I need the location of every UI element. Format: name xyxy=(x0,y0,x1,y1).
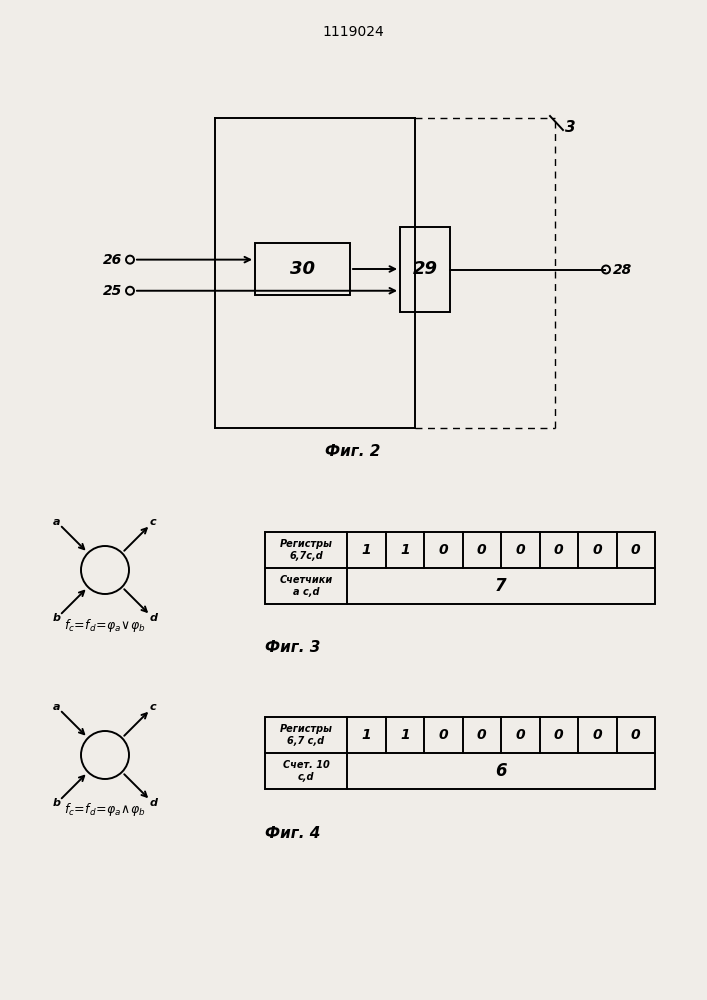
Text: 29: 29 xyxy=(412,260,438,278)
Text: Фиг. 4: Фиг. 4 xyxy=(265,826,320,840)
Text: b: b xyxy=(53,798,61,808)
Text: Регистры
6,7с,d: Регистры 6,7с,d xyxy=(279,539,332,561)
Text: 0: 0 xyxy=(554,543,563,557)
Text: 3: 3 xyxy=(565,120,575,135)
Text: 7: 7 xyxy=(495,577,507,595)
Text: $f_c\!=\!f_d\!=\!\varphi_a\!\vee\!\varphi_b$: $f_c\!=\!f_d\!=\!\varphi_a\!\vee\!\varph… xyxy=(64,616,146,634)
Text: 30: 30 xyxy=(290,260,315,278)
Text: $f_c\!=\!f_d\!=\!\varphi_a\!\wedge\!\varphi_b$: $f_c\!=\!f_d\!=\!\varphi_a\!\wedge\!\var… xyxy=(64,802,146,818)
Text: 0: 0 xyxy=(631,728,641,742)
Text: 0: 0 xyxy=(592,728,602,742)
Text: 0: 0 xyxy=(438,728,448,742)
Text: 0: 0 xyxy=(631,543,641,557)
Text: 0: 0 xyxy=(515,728,525,742)
Text: 0: 0 xyxy=(515,543,525,557)
Text: 0: 0 xyxy=(477,543,486,557)
Text: 1: 1 xyxy=(400,728,409,742)
Text: Фиг. 3: Фиг. 3 xyxy=(265,641,320,656)
Text: b: b xyxy=(53,613,61,623)
Text: 1: 1 xyxy=(361,728,371,742)
Text: a: a xyxy=(53,702,61,712)
Text: 1119024: 1119024 xyxy=(322,25,384,39)
Text: 0: 0 xyxy=(554,728,563,742)
Text: 28: 28 xyxy=(613,262,632,276)
Text: d: d xyxy=(149,798,157,808)
Text: d: d xyxy=(149,613,157,623)
Text: a: a xyxy=(53,517,61,527)
Text: 1: 1 xyxy=(361,543,371,557)
Text: 0: 0 xyxy=(592,543,602,557)
Text: 1: 1 xyxy=(400,543,409,557)
Bar xyxy=(400,227,450,312)
Text: Счет. 10
с,d: Счет. 10 с,d xyxy=(283,760,329,782)
Text: Счетчики
а с,d: Счетчики а с,d xyxy=(279,575,332,597)
Text: 6: 6 xyxy=(495,762,507,780)
Bar xyxy=(265,717,655,789)
Text: 25: 25 xyxy=(103,284,122,298)
Bar xyxy=(255,243,350,295)
Text: Фиг. 2: Фиг. 2 xyxy=(325,444,380,460)
Text: 0: 0 xyxy=(477,728,486,742)
Text: c: c xyxy=(150,517,156,527)
Text: Регистры
6,7 с,d: Регистры 6,7 с,d xyxy=(279,724,332,746)
Text: 26: 26 xyxy=(103,253,122,267)
Text: 0: 0 xyxy=(438,543,448,557)
Text: c: c xyxy=(150,702,156,712)
Bar xyxy=(265,532,655,604)
